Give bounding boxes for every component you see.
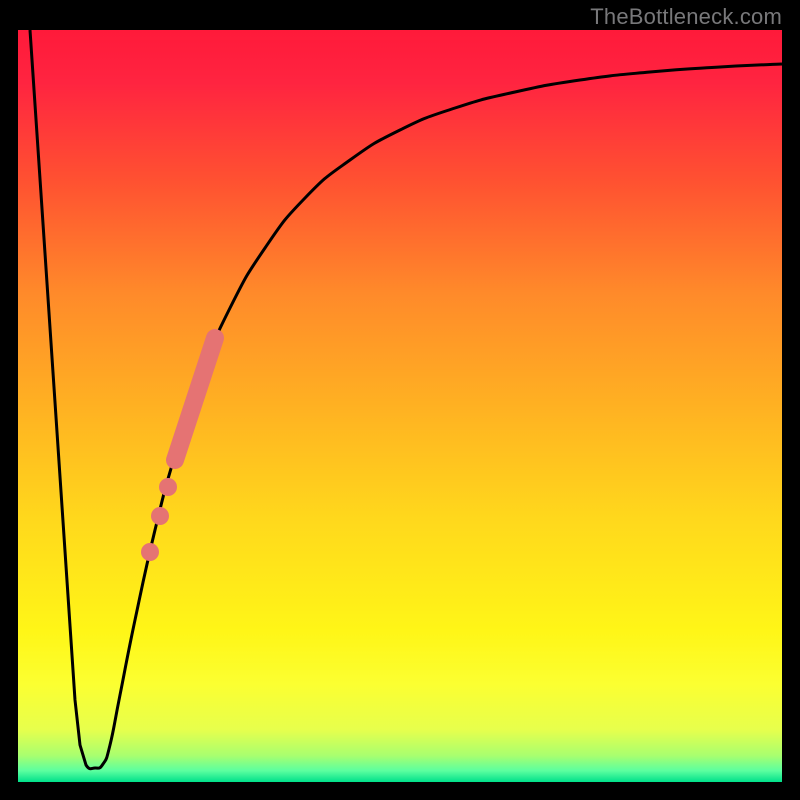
highlight-dot: [159, 478, 177, 496]
highlight-dot: [151, 507, 169, 525]
watermark-label: TheBottleneck.com: [590, 4, 782, 30]
bottleneck-chart: [0, 0, 800, 800]
highlight-dot: [141, 543, 159, 561]
gradient-background: [18, 30, 782, 782]
